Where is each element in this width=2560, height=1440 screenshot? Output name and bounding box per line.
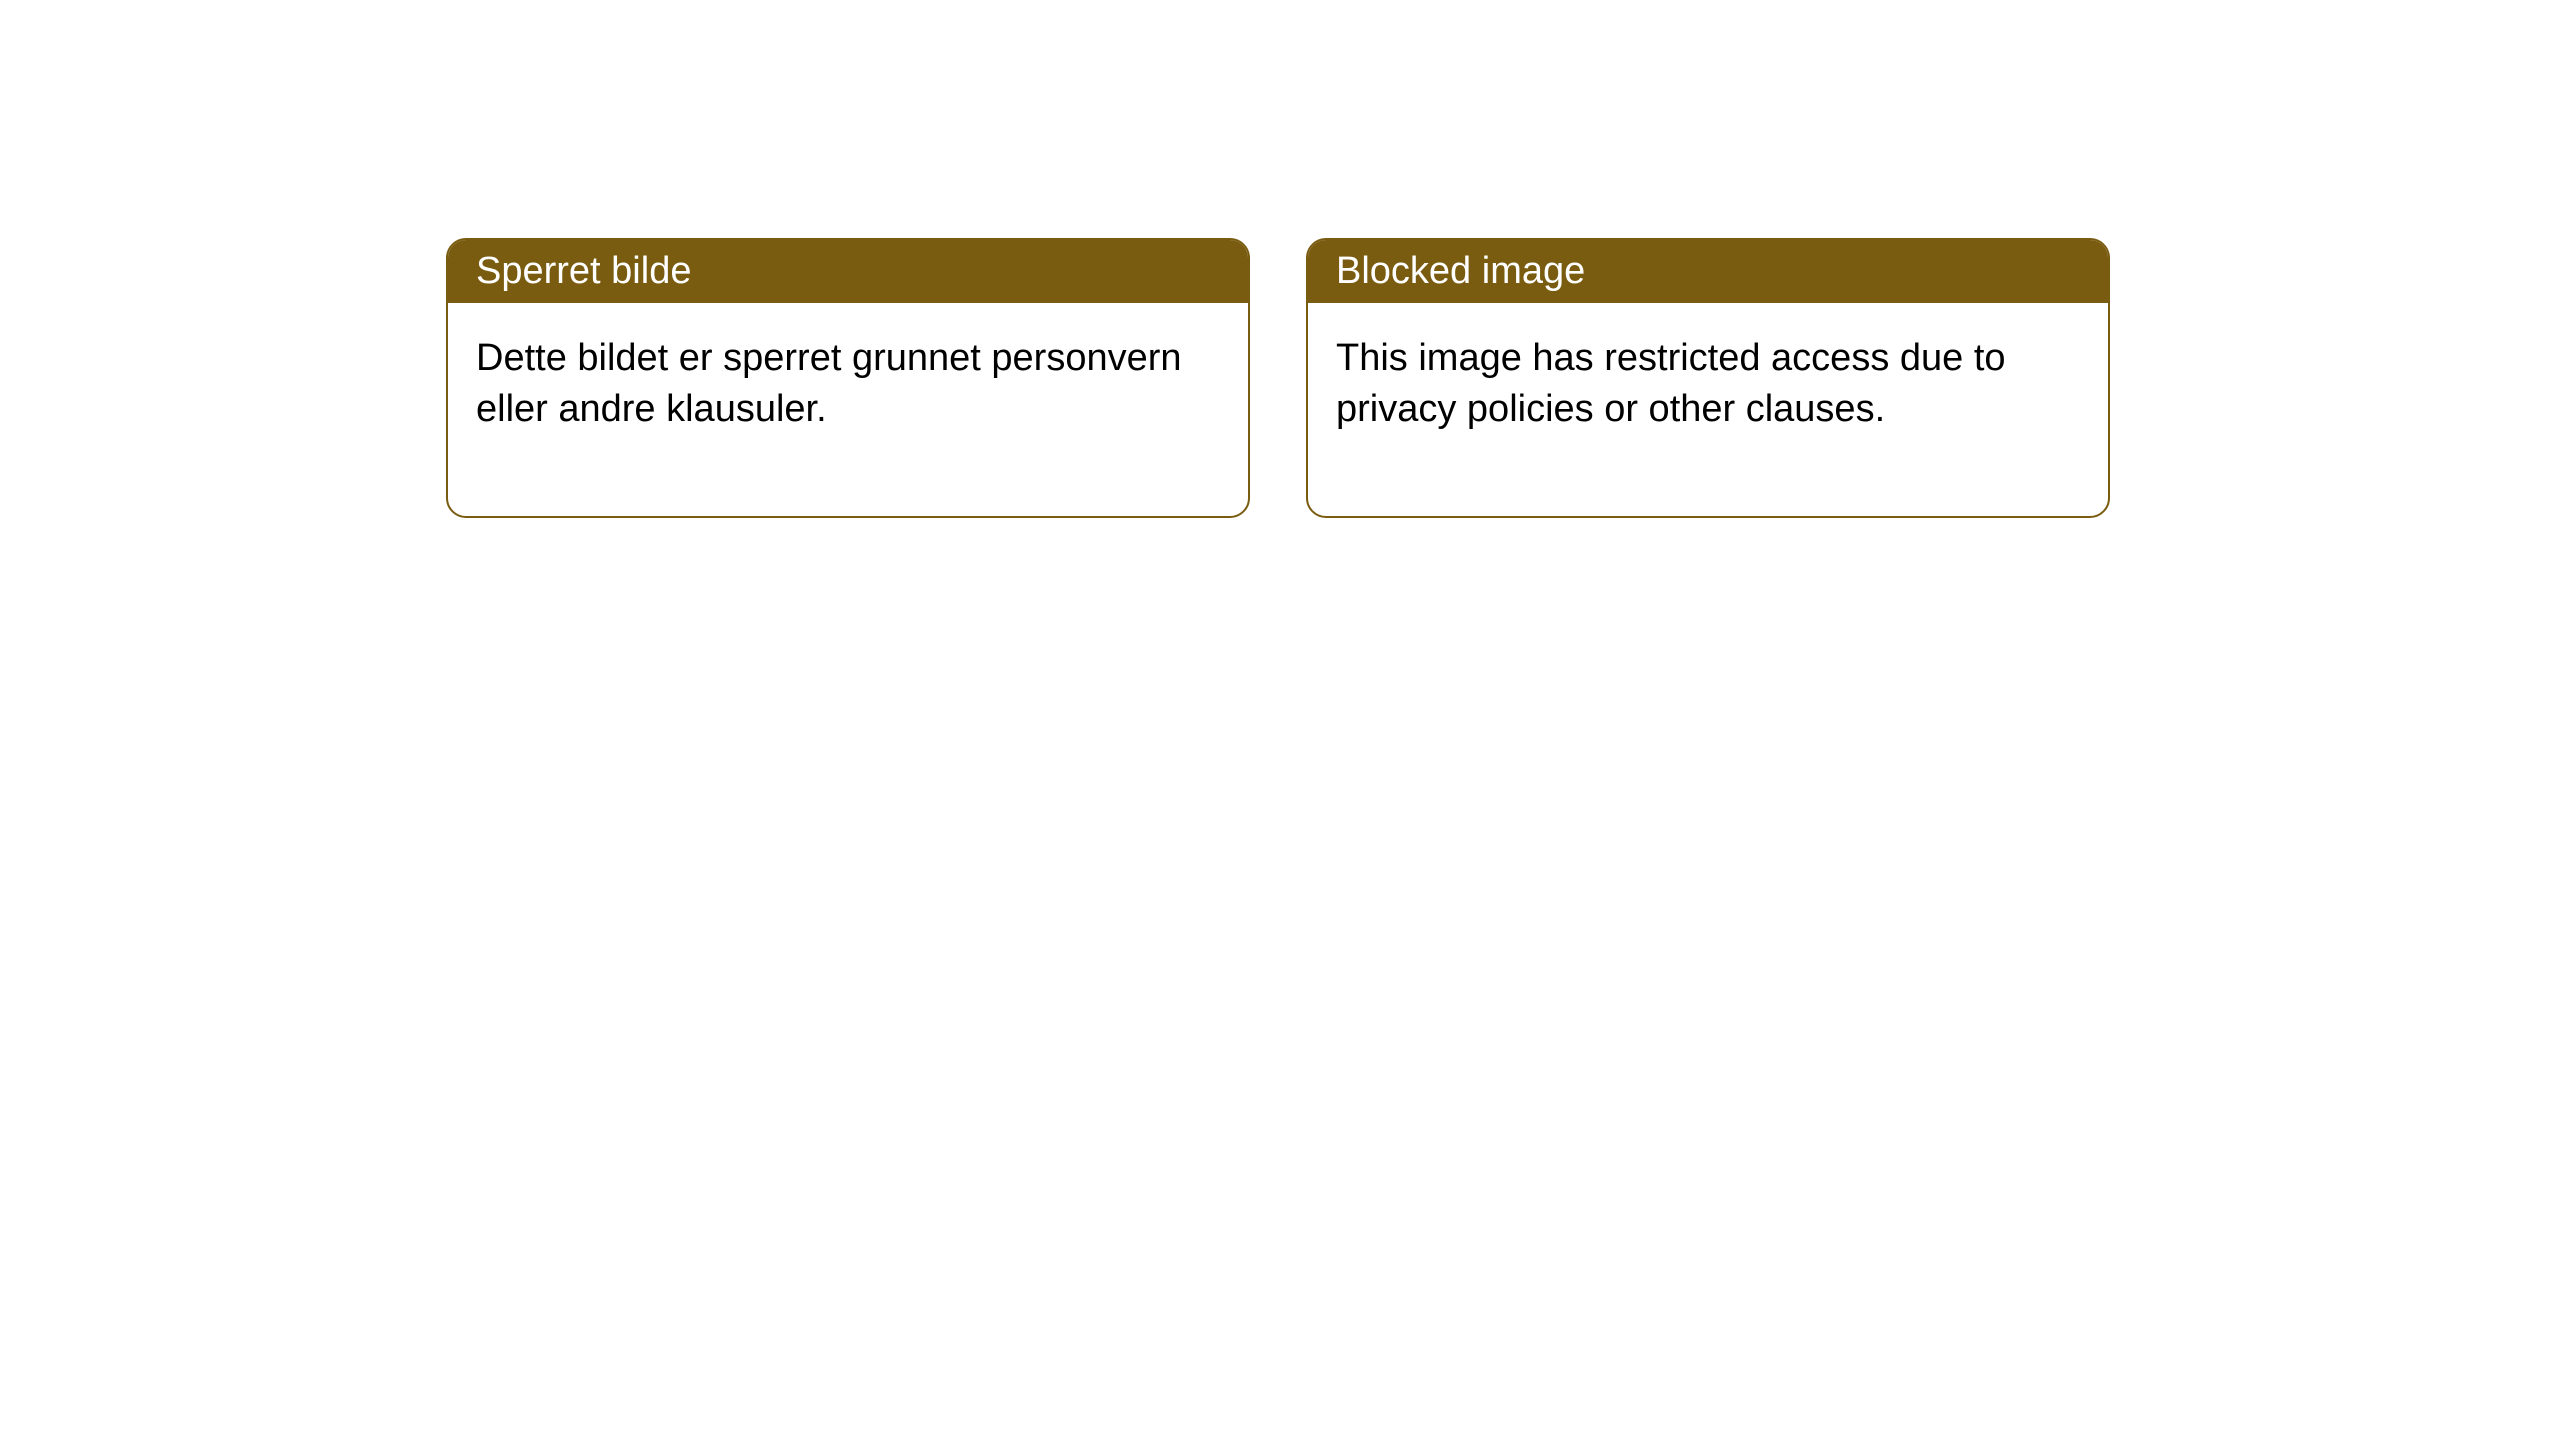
notice-title-norwegian: Sperret bilde xyxy=(476,250,691,292)
notice-title-english: Blocked image xyxy=(1336,250,1585,292)
notice-header-english: Blocked image xyxy=(1308,240,2108,303)
notice-body-norwegian: Dette bildet er sperret grunnet personve… xyxy=(448,303,1248,516)
notice-header-norwegian: Sperret bilde xyxy=(448,240,1248,303)
notice-card-norwegian: Sperret bilde Dette bildet er sperret gr… xyxy=(446,238,1250,518)
notice-card-english: Blocked image This image has restricted … xyxy=(1306,238,2110,518)
notice-text-norwegian: Dette bildet er sperret grunnet personve… xyxy=(476,337,1182,430)
notice-text-english: This image has restricted access due to … xyxy=(1336,337,2006,430)
notice-body-english: This image has restricted access due to … xyxy=(1308,303,2108,516)
notice-container: Sperret bilde Dette bildet er sperret gr… xyxy=(446,238,2110,518)
